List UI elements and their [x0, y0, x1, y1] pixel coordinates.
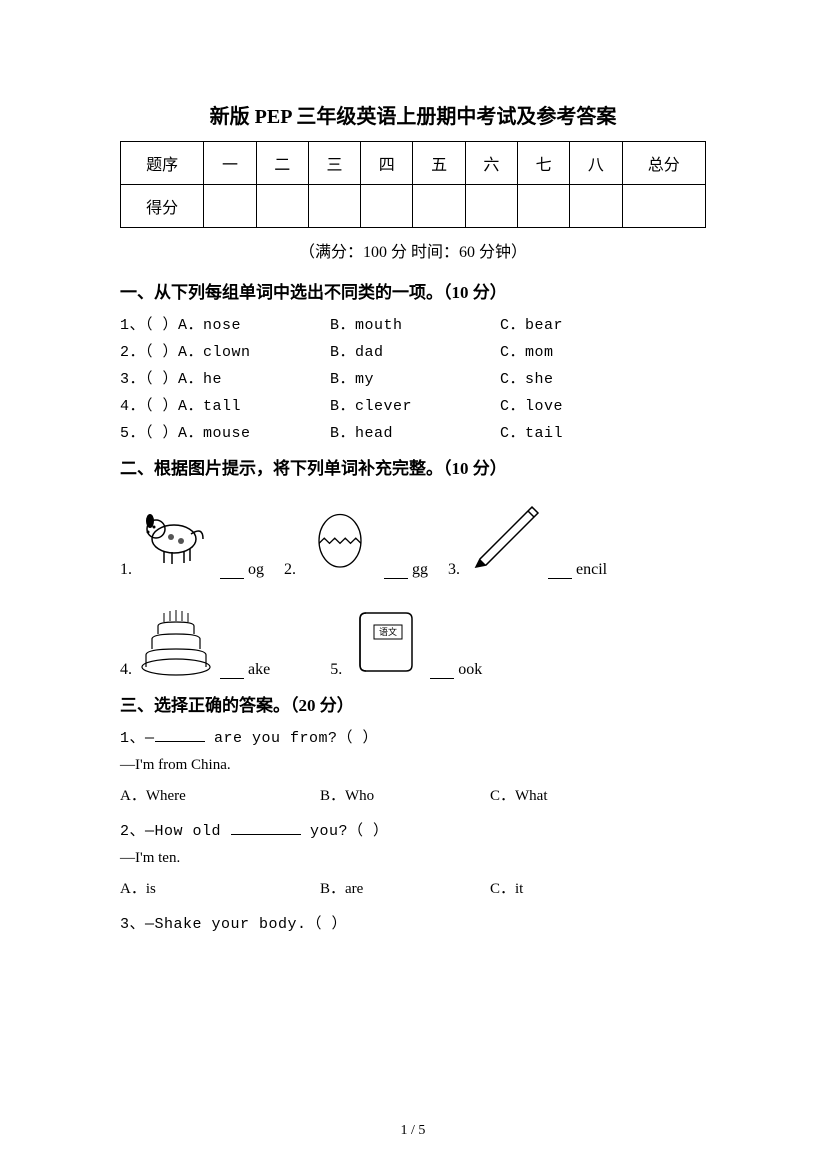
s2-num-5: 5. — [330, 661, 342, 679]
s3-q1-b: B．Who — [320, 784, 490, 805]
row-label: 得分 — [121, 185, 204, 228]
s3-q1-c: C．What — [490, 784, 630, 805]
s3-q2-b: B．are — [320, 877, 490, 898]
th-1: 一 — [204, 142, 256, 185]
s3-q2-line1: 2、—How old you?（ ） — [120, 819, 706, 840]
th-0: 题序 — [121, 142, 204, 185]
s2-suffix-3: encil — [576, 561, 607, 579]
blank — [220, 662, 244, 679]
th-5: 五 — [413, 142, 465, 185]
s3-q1-pre: 1、— — [120, 730, 155, 747]
score-cell — [256, 185, 308, 228]
s1-q2-a: 2．（ ）A．clown — [120, 340, 330, 361]
score-cell — [308, 185, 360, 228]
book-label-text: 语文 — [379, 626, 397, 637]
score-cell — [622, 185, 705, 228]
th-4: 四 — [361, 142, 413, 185]
s2-item-4: 4. ake — [120, 599, 270, 679]
s3-q1-line2: —I'm from China. — [120, 757, 706, 774]
s2-item-3: 3. encil — [448, 499, 607, 579]
th-7: 七 — [518, 142, 570, 185]
s3-q1-a: A．Where — [120, 784, 320, 805]
book-icon: 语文 — [346, 599, 426, 679]
s1-row-3: 3．（ ）A．he B．my C．she — [120, 367, 706, 388]
s1-q1-c: C．bear — [500, 313, 640, 334]
s1-q4-c: C．love — [500, 394, 640, 415]
score-cell — [465, 185, 517, 228]
s2-item-2: 2. gg — [284, 499, 428, 579]
pencil-icon — [464, 499, 544, 579]
exam-page: 新版 PEP 三年级英语上册期中考试及参考答案 题序 一 二 三 四 五 六 七… — [0, 0, 826, 1169]
s3-q2-line2: —I'm ten. — [120, 850, 706, 867]
score-header-row: 题序 一 二 三 四 五 六 七 八 总分 — [121, 142, 706, 185]
s1-q3-a: 3．（ ）A．he — [120, 367, 330, 388]
s1-q1-b: B．mouth — [330, 313, 500, 334]
s1-q4-b: B．clever — [330, 394, 500, 415]
blank — [430, 662, 454, 679]
score-value-row: 得分 — [121, 185, 706, 228]
s1-row-5: 5．（ ）A．mouse B．head C．tail — [120, 421, 706, 442]
th-6: 六 — [465, 142, 517, 185]
th-9: 总分 — [622, 142, 705, 185]
score-table: 题序 一 二 三 四 五 六 七 八 总分 得分 — [120, 141, 706, 228]
s3-q1-opts: A．Where B．Who C．What — [120, 784, 706, 805]
s3-q2-opts: A．is B．are C．it — [120, 877, 706, 898]
score-cell — [204, 185, 256, 228]
s3-q2-c: C．it — [490, 877, 630, 898]
s3-q2-post: you?（ ） — [301, 823, 389, 840]
s3-q1-line1: 1、— are you from?（ ） — [120, 726, 706, 747]
dog-icon — [136, 499, 216, 579]
section3-heading: 三、选择正确的答案。（20 分） — [120, 691, 706, 716]
th-3: 三 — [308, 142, 360, 185]
s1-q2-b: B．dad — [330, 340, 500, 361]
s2-item-1: 1. og — [120, 499, 264, 579]
s2-num-2: 2. — [284, 561, 296, 579]
blank — [231, 819, 301, 835]
s3-q3-line1: 3、—Shake your body.（ ） — [120, 912, 706, 933]
egg-icon — [300, 499, 380, 579]
s2-row2: 4. ake — [120, 599, 706, 679]
s2-num-4: 4. — [120, 661, 132, 679]
s1-row-2: 2．（ ）A．clown B．dad C．mom — [120, 340, 706, 361]
s1-q5-c: C．tail — [500, 421, 640, 442]
s1-row-1: 1、（ ）A．nose B．mouth C．bear — [120, 313, 706, 334]
score-cell — [518, 185, 570, 228]
section1-heading: 一、从下列每组单词中选出不同类的一项。（10 分） — [120, 278, 706, 303]
s1-q5-b: B．head — [330, 421, 500, 442]
blank — [220, 562, 244, 579]
s3-q1-post: are you from?（ ） — [205, 730, 379, 747]
s2-num-3: 3. — [448, 561, 460, 579]
s1-q4-a: 4．（ ）A．tall — [120, 394, 330, 415]
s1-q3-c: C．she — [500, 367, 640, 388]
blank — [155, 726, 205, 742]
section2-heading: 二、根据图片提示，将下列单词补充完整。（10 分） — [120, 454, 706, 479]
s3-q2-a: A．is — [120, 877, 320, 898]
th-8: 八 — [570, 142, 622, 185]
blank — [548, 562, 572, 579]
page-number: 1 / 5 — [0, 1123, 826, 1139]
s3-q2-pre: 2、—How old — [120, 823, 231, 840]
score-cell — [413, 185, 465, 228]
s1-q5-a: 5．（ ）A．mouse — [120, 421, 330, 442]
page-title: 新版 PEP 三年级英语上册期中考试及参考答案 — [120, 100, 706, 129]
score-cell — [570, 185, 622, 228]
s2-suffix-1: og — [248, 561, 264, 579]
s2-suffix-2: gg — [412, 561, 428, 579]
s1-q1-a: 1、（ ）A．nose — [120, 313, 330, 334]
blank — [384, 562, 408, 579]
score-cell — [361, 185, 413, 228]
s2-suffix-4: ake — [248, 661, 270, 679]
s2-suffix-5: ook — [458, 661, 482, 679]
cake-icon — [136, 599, 216, 679]
s2-num-1: 1. — [120, 561, 132, 579]
s1-q2-c: C．mom — [500, 340, 640, 361]
s2-row1: 1. og — [120, 499, 706, 579]
s1-q3-b: B．my — [330, 367, 500, 388]
exam-subinfo: （满分：100 分 时间：60 分钟） — [120, 238, 706, 262]
s2-item-5: 5. 语文 ook — [330, 599, 482, 679]
th-2: 二 — [256, 142, 308, 185]
s1-row-4: 4．（ ）A．tall B．clever C．love — [120, 394, 706, 415]
